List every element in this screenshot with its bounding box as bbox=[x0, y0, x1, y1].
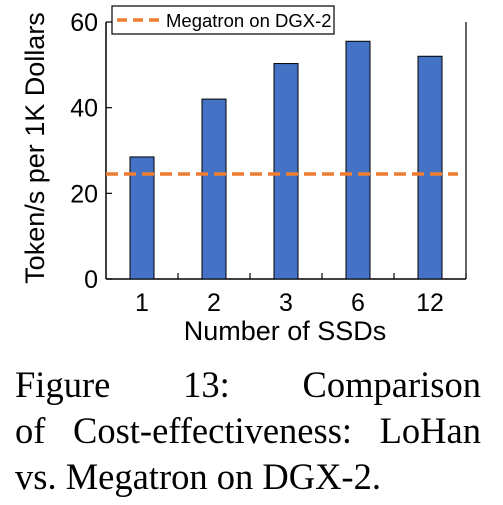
caption-line-3: vs. Megatron on DGX-2. bbox=[15, 456, 381, 497]
x-tick-label: 2 bbox=[207, 289, 221, 317]
y-tick-label: 40 bbox=[70, 95, 98, 123]
caption-line-1: Figure 13: Comparison bbox=[15, 364, 481, 405]
x-tick-label: 12 bbox=[416, 289, 444, 317]
bar bbox=[273, 63, 299, 280]
x-tick-label: 3 bbox=[279, 289, 293, 317]
caption-line-2: of Cost-effectiveness: LoHan bbox=[15, 410, 481, 451]
y-tick-label: 20 bbox=[70, 180, 98, 208]
x-tick-label: 1 bbox=[135, 289, 149, 317]
bar bbox=[129, 156, 155, 280]
legend-label: Megatron on DGX-2 bbox=[166, 10, 332, 31]
y-axis-label: Token/s per 1K Dollars bbox=[20, 12, 50, 284]
bar bbox=[345, 40, 371, 280]
bar bbox=[201, 98, 227, 280]
legend: Megatron on DGX-2 bbox=[111, 5, 335, 35]
y-tick-label: 0 bbox=[84, 266, 98, 294]
y-tick-label: 60 bbox=[70, 9, 98, 37]
x-tick-label: 6 bbox=[351, 289, 365, 317]
x-axis-label: Number of SSDs bbox=[184, 316, 387, 345]
bar bbox=[417, 55, 443, 280]
